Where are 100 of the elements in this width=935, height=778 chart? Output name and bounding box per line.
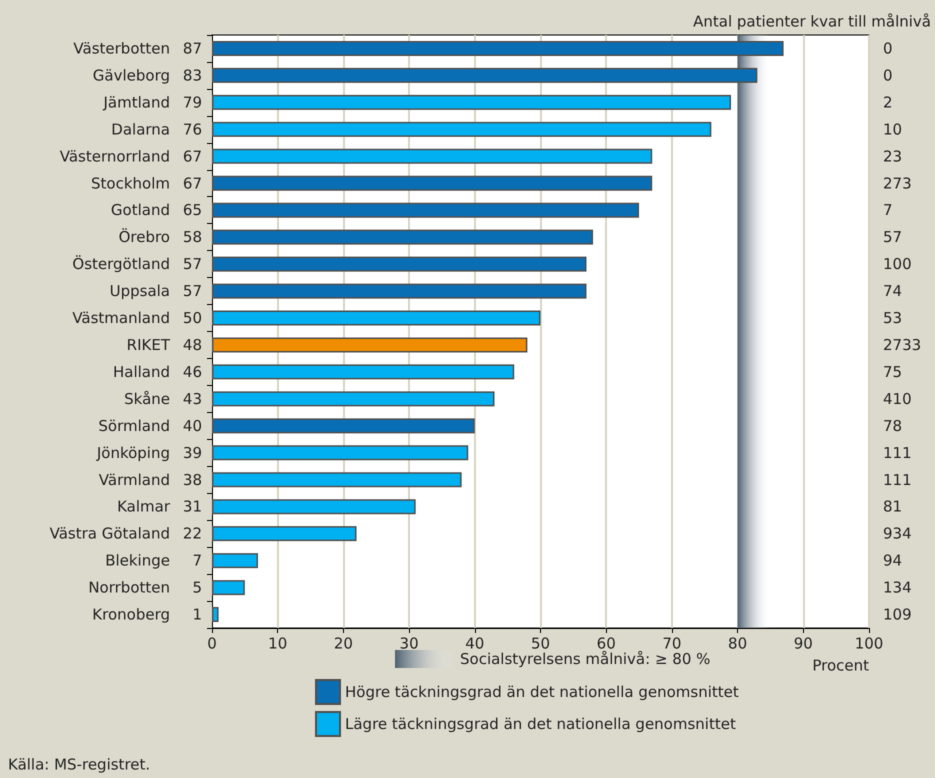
y-tick-label: Sörmland	[98, 416, 170, 435]
data-label: 87	[182, 39, 202, 58]
y-tick-label: Västra Götaland	[50, 524, 170, 543]
data-label: 57	[182, 255, 202, 274]
x-tick-label: 60	[596, 634, 616, 652]
x-tick-label: 100	[854, 634, 884, 652]
data-label: 22	[182, 524, 202, 543]
bar	[212, 40, 784, 56]
data-label: 58	[182, 228, 202, 246]
text: 74	[883, 282, 902, 300]
bar	[212, 122, 712, 137]
y-tick-label: Västmanland	[72, 309, 170, 328]
y-tick-label: Västernorrland	[60, 147, 170, 166]
bar	[212, 94, 732, 110]
text: 10	[883, 120, 902, 138]
x-tick-label: 50	[530, 634, 550, 652]
bar	[212, 607, 219, 622]
data-label: 83	[182, 66, 202, 84]
text: 934	[883, 524, 912, 543]
text: 94	[883, 552, 902, 570]
bar	[212, 553, 258, 568]
text: 111	[883, 470, 912, 489]
y-tick-label: RIKET	[126, 336, 171, 354]
bar	[212, 230, 594, 245]
y-tick-label: Halland	[112, 362, 170, 381]
text: 23	[883, 147, 902, 166]
legend-label: Socialstyrelsens målnivå: ≥ 80 %	[460, 650, 710, 668]
y-tick-label: Gotland	[110, 201, 170, 220]
y-tick-label: Östergötland	[72, 255, 170, 274]
x-tick-label: 80	[728, 634, 748, 652]
bar	[212, 176, 652, 191]
text: 100	[883, 255, 912, 274]
data-label: 5	[192, 578, 202, 597]
data-label: 39	[182, 444, 202, 462]
legend-label: Lägre täckningsgrad än det nationella genomsnittet	[345, 715, 736, 733]
y2-axis-title: Antal patienter kvar till målnivå	[693, 12, 931, 30]
bar	[212, 337, 528, 352]
text: 0	[883, 39, 893, 58]
y-tick-label: Örebro	[118, 228, 170, 246]
y-tick-label: Blekinge	[105, 552, 170, 570]
data-label: 31	[182, 498, 202, 516]
text: 78	[883, 416, 902, 435]
text: 109	[883, 606, 912, 624]
y-tick-label: Skåne	[124, 390, 170, 408]
bar	[212, 580, 245, 596]
data-label: 46	[182, 362, 202, 381]
data-label: 76	[182, 120, 202, 138]
y-tick-label: Gävleborg	[92, 66, 170, 84]
data-label: 48	[182, 336, 202, 354]
text: 81	[883, 498, 902, 516]
y-tick-label: Västerbotten	[73, 39, 170, 58]
y-tick-label: Uppsala	[110, 282, 170, 300]
x-tick-label: 0	[207, 634, 217, 652]
bar	[212, 418, 475, 434]
bar	[212, 256, 586, 272]
y-tick-label: Kalmar	[117, 498, 171, 516]
data-label: 50	[182, 309, 202, 328]
y-tick-label: Jämtland	[102, 93, 170, 112]
bar	[212, 472, 462, 488]
data-label: 65	[182, 201, 202, 220]
bar	[212, 364, 514, 380]
y-tick-label: Norrbotten	[88, 578, 170, 597]
bar	[212, 148, 652, 164]
data-label: 67	[182, 147, 202, 166]
y-tick-label: Kronoberg	[92, 606, 170, 624]
bar	[212, 310, 540, 326]
x-tick-label: 90	[794, 634, 813, 652]
x-axis-title: Procent	[812, 656, 870, 674]
data-label: 38	[182, 470, 202, 489]
x-tick-label: 70	[662, 634, 682, 652]
text: 134	[883, 578, 912, 597]
bar	[212, 391, 495, 406]
y-tick-label: Dalarna	[111, 120, 170, 138]
y-tick-label: Värmland	[98, 470, 170, 489]
text: 2	[883, 93, 893, 112]
text: 410	[883, 390, 912, 408]
bar	[212, 284, 586, 299]
text: 7	[883, 201, 893, 220]
data-label: 1	[192, 606, 202, 624]
bar	[212, 526, 357, 542]
legend-label: Högre täckningsgrad än det nationella genomsnittet	[345, 683, 739, 701]
text: 57	[883, 228, 902, 246]
data-label: 7	[192, 552, 202, 570]
y-tick-label: Jönköping	[96, 444, 170, 462]
data-label: 67	[182, 174, 202, 192]
bar	[212, 68, 758, 83]
data-label: 57	[182, 282, 202, 300]
text: 2733	[883, 336, 922, 354]
data-label: 43	[182, 390, 202, 408]
text: 111	[883, 444, 912, 462]
text: 0	[883, 66, 893, 84]
text: 75	[883, 362, 902, 381]
text: Källa: MS-registret.	[8, 756, 150, 774]
x-tick-label: 40	[465, 634, 484, 652]
bar	[212, 202, 640, 218]
bar	[212, 499, 416, 514]
y-tick-label: Stockholm	[91, 174, 170, 192]
x-tick-label: 30	[400, 634, 419, 652]
text: 273	[883, 174, 912, 192]
data-label: 40	[182, 416, 202, 435]
